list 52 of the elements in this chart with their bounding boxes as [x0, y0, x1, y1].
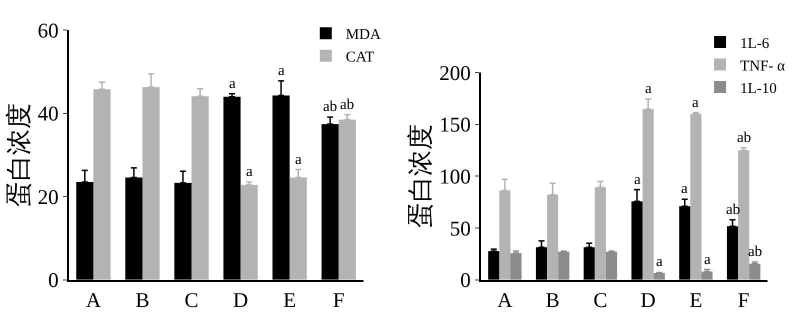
data-label: a	[295, 152, 302, 168]
x-tick-label: D	[233, 288, 248, 312]
bar	[606, 252, 618, 280]
bar	[738, 150, 750, 280]
y-axis-title: 蛋白浓度	[406, 124, 436, 228]
y-tick-label: 50	[450, 216, 471, 240]
legend-label: 1L-6	[740, 36, 770, 52]
x-tick-label: F	[332, 288, 345, 312]
x-tick-label: F	[738, 288, 750, 312]
y-tick-label: 100	[439, 164, 471, 188]
legend-label: 1L-10	[740, 80, 777, 97]
legend-label: MDA	[346, 27, 381, 44]
bar	[240, 184, 258, 280]
data-label: a	[681, 181, 688, 197]
legend-label: CAT	[346, 50, 374, 66]
bar	[558, 252, 570, 280]
x-tick-label: C	[184, 288, 199, 312]
x-tick-label: A	[86, 288, 102, 312]
bar	[510, 253, 522, 280]
y-tick-label: 40	[38, 102, 59, 126]
data-label: ab	[737, 130, 752, 146]
legend-label: TNF- α	[740, 58, 786, 74]
x-tick-label: E	[689, 288, 702, 312]
x-tick-label: C	[593, 288, 608, 312]
data-label: a	[645, 81, 652, 97]
x-tick-label: A	[497, 288, 514, 312]
bar	[654, 273, 665, 280]
x-tick-label: E	[283, 288, 296, 312]
data-label: a	[692, 95, 699, 111]
y-tick-label: 150	[439, 112, 471, 137]
y-axis-title: 蛋白浓度	[4, 102, 34, 207]
data-label: ab	[340, 97, 354, 113]
bar	[701, 272, 713, 280]
data-label: ab	[726, 202, 740, 218]
data-label: ab	[323, 99, 338, 115]
y-tick-label: 60	[38, 18, 59, 42]
data-label: a	[278, 63, 285, 79]
y-tick-label: 0	[48, 268, 59, 292]
data-label: ab	[748, 244, 762, 260]
x-tick-label: B	[546, 288, 560, 312]
bar	[690, 114, 702, 280]
data-label: a	[656, 254, 663, 270]
x-tick-label: B	[135, 288, 150, 312]
y-tick-label: 200	[439, 60, 471, 85]
data-label: a	[229, 76, 236, 92]
data-label: a	[704, 252, 711, 268]
data-label: a	[634, 172, 641, 188]
y-tick-label: 20	[38, 184, 59, 209]
data-label: a	[246, 164, 253, 180]
x-tick-label: D	[640, 288, 656, 312]
y-tick-label: 0	[460, 268, 471, 292]
bar	[749, 264, 760, 280]
